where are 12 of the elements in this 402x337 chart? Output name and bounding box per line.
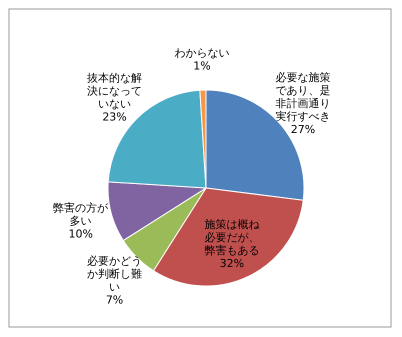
data-label: 32% xyxy=(220,256,244,270)
data-label: 27% xyxy=(290,122,316,136)
data-label: 7% xyxy=(106,293,124,306)
slice-label: わからない xyxy=(174,46,230,60)
slice-label: 施策は概ね必要だが、弊害もある xyxy=(204,218,260,257)
slice-label: 必要かどうか判断し難い xyxy=(87,254,142,294)
data-label: 10% xyxy=(68,228,93,241)
slice-label: 抜本的な解決になっていない xyxy=(87,72,142,111)
slice-label: 必要な施策であり、是非計画通り実行すべき xyxy=(276,70,331,123)
data-label: 23% xyxy=(102,110,127,124)
slice-label: 弊害の方が多い xyxy=(53,202,110,228)
data-label: 1% xyxy=(193,60,211,73)
